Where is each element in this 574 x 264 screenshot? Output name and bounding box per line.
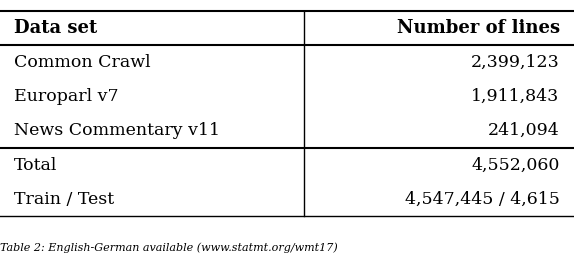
Text: 2,399,123: 2,399,123 <box>471 54 560 70</box>
Text: 4,552,060: 4,552,060 <box>471 157 560 173</box>
Text: 1,911,843: 1,911,843 <box>471 88 560 105</box>
Text: News Commentary v11: News Commentary v11 <box>14 122 220 139</box>
Text: Table 2: English-German available (www.statmt.org/wmt17): Table 2: English-German available (www.s… <box>0 243 338 253</box>
Text: Common Crawl: Common Crawl <box>14 54 151 70</box>
Text: Train / Test: Train / Test <box>14 191 114 208</box>
Text: 241,094: 241,094 <box>488 122 560 139</box>
Text: 4,547,445 / 4,615: 4,547,445 / 4,615 <box>405 191 560 208</box>
Text: Europarl v7: Europarl v7 <box>14 88 119 105</box>
Text: Total: Total <box>14 157 58 173</box>
Text: Number of lines: Number of lines <box>397 19 560 37</box>
Text: Data set: Data set <box>14 19 98 37</box>
